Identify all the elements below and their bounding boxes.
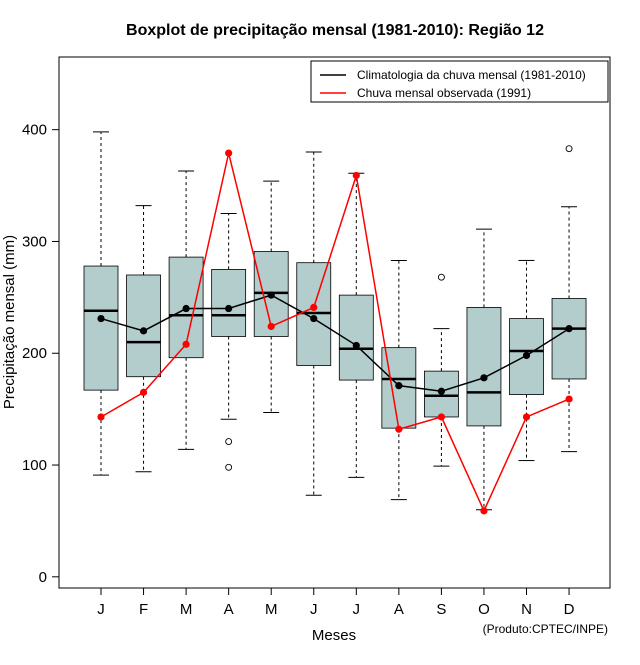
box [126,274,161,378]
observed-point [267,322,275,331]
observed-line [100,152,570,513]
plot-frame [58,56,611,589]
climatology-point [182,304,190,313]
x-tick-label: S [436,601,446,618]
outlier-point [225,438,233,446]
y-axis-label: Precipitação mensal (mm) [1,235,18,409]
box [466,307,502,427]
box [211,268,247,337]
product-credit: (Produto:CPTEC/INPE) [483,622,608,636]
y-tick-label: 0 [39,569,47,586]
x-tick-label: N [521,601,532,618]
observed-point [182,340,190,348]
climatology-point [437,387,445,395]
x-tick-label: A [394,601,404,618]
y-tick-label: 400 [22,122,47,139]
y-tick-label: 200 [22,345,47,362]
box [551,298,587,380]
x-tick-label: J [310,601,318,618]
legend-label-climatology: Climatologia da chuva mensal (1981-2010) [357,68,586,82]
x-tick-label: J [353,601,361,618]
legend: Climatologia da chuva mensal (1981-2010)… [310,60,609,103]
y-tick-label: 300 [22,233,47,250]
y-tick-label: 100 [22,457,47,474]
x-tick-label: D [564,601,575,618]
climatology-point [225,304,233,313]
observed-point [310,303,318,312]
observed-point [395,425,403,433]
observed-point [225,149,233,157]
outlier-point [565,145,573,153]
climatology-point [267,291,275,299]
observed-point [352,171,360,180]
climatology-point [565,325,573,333]
observed-point [522,413,531,421]
observed-point [437,413,445,421]
climatology-point [139,327,148,335]
outlier-point [225,463,233,471]
climatology-point [310,314,318,323]
observed-point [139,388,148,396]
climatology-point [480,374,488,382]
observed-point [565,395,573,403]
plot-area [83,131,587,515]
climatology-point [522,351,531,360]
observed-point [97,413,105,421]
climatology-point [97,314,105,323]
x-tick-label: M [180,601,193,618]
observed-point [480,507,488,515]
x-tick-label: A [224,601,234,618]
x-tick-label: M [265,601,278,618]
chart-title: Boxplot de precipitação mensal (1981-201… [126,22,544,39]
x-tick-label: O [478,601,490,618]
climatology-point [395,382,403,390]
x-tick-label: J [97,601,105,618]
x-axis-label: Meses [312,627,356,644]
climatology-point [352,341,360,350]
climatology-line [100,294,570,393]
outlier-point [437,273,445,281]
legend-label-observed: Chuva mensal observada (1991) [357,86,531,100]
box [83,265,119,391]
legend-box [310,60,609,103]
x-tick-label: F [139,601,148,618]
